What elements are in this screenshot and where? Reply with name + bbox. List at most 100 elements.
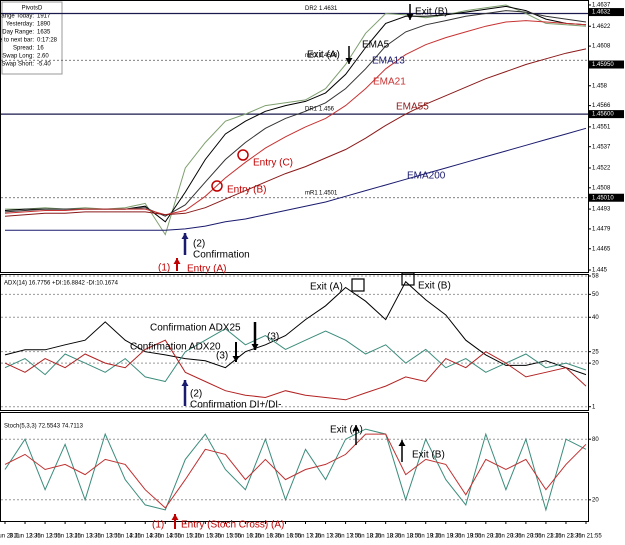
panel-title: ADX(14) 16.7756 +DI:16.8842 -DI:10.1674 [4,281,119,287]
y-tick-label: 1.4522 [592,166,611,172]
series-line [4,328,587,383]
level-tag [589,193,624,202]
y-tick-label: 20 [592,497,599,503]
info-value: 0:17:28 [37,38,58,44]
level-tag [589,8,624,17]
y-tick-label: 1.4637 [592,3,611,9]
y-tick-label: 1 [592,404,596,410]
info-label: Spread: [13,46,34,52]
exit-box [351,278,365,292]
annotation: Entry (B) [227,185,266,196]
x-tick-label: 3 Jun 18:55 [390,534,422,540]
annotation: EMA13 [372,56,405,67]
annotation: Entry (A) [187,264,226,275]
info-value: -5.40 [37,62,51,68]
x-tick-label: 3 Jun 20:55 [510,534,542,540]
y-tick-label: 1.4537 [592,144,611,150]
arrow-head [171,514,179,520]
y-tick-label: 58 [592,274,599,280]
x-tick-label: 3 Jun 15:35 [190,534,222,540]
entry-marker [211,180,223,192]
info-value: 1890 [37,22,51,28]
level-tag [589,60,624,69]
x-tick-label: 3 Jun 15:55 [210,534,242,540]
annotation: Exit (B) [415,7,448,18]
panel-title: Stoch(5,3,3) 72.5543 74.7113 [4,424,84,430]
x-tick-label: 3 Jun 13:15 [49,534,81,540]
x-tick-label: 3 Jun 14:55 [150,534,182,540]
level-tag [589,110,624,119]
main-panel-frame [0,0,589,273]
annotation: EMA200 [407,171,446,182]
arrow-head [181,233,189,239]
annotation: Entry (Stoch Cross) (A) [181,520,284,531]
pivot-name: mR1 [305,190,318,196]
x-tick-label: 3 Jun 21:35 [550,534,582,540]
annotation: (2) [190,389,202,400]
level-tag-label: 1.45600 [592,112,614,118]
level-tag-label: 1.45010 [592,195,614,201]
arrow-head [352,425,360,431]
pivot-name: mR2 [305,53,318,59]
y-tick-label: 1.458 [592,83,608,89]
annotation: (3) [267,332,279,343]
info-label: Time to next bar: [0,38,34,44]
y-tick-label: 25 [592,349,599,355]
pivot-name: DR1 [305,107,318,113]
info-label: Range Today: [0,14,34,20]
y-tick-label: 1.4508 [592,185,611,191]
info-value: 1917 [37,14,51,20]
annotation: (1) [152,520,164,531]
x-tick-label: 3 Jun 19:15 [410,534,442,540]
x-tick-label: 3 Jun 17:15 [290,534,322,540]
x-tick-label: 3 Jun 20:35 [490,534,522,540]
annotation: (2) [193,239,205,250]
series-line [4,433,587,509]
annotation: (3) [216,351,228,362]
series-line [5,127,587,231]
arrow-head [406,14,414,20]
x-tick-label: 3 Jun 12:35 [9,534,41,540]
info-value: 2.60 [37,54,49,60]
annotation: Confirmation [193,250,250,261]
arrow-head [345,58,353,64]
entry-marker [237,149,249,161]
x-tick-label: 3 Jun 16:15 [230,534,262,540]
pivot-value: 1.456 [319,107,335,113]
arrow-head [232,356,240,362]
annotation: Exit (A) [310,282,343,293]
series-line [4,339,587,401]
x-tick-label: 3 Jun 19:55 [450,534,482,540]
series-line [4,280,587,376]
x-tick-label: 3 Jun 21:55 [570,534,602,540]
y-tick-label: 1.4566 [592,103,611,109]
x-tick-label: 3 Jun 17:35 [310,534,342,540]
series-line [4,20,587,216]
info-title: PivotsD [22,6,43,12]
annotation: Exit (A) [307,50,340,61]
x-tick-label: 3 Jun 14:15 [110,534,142,540]
annotation: (1) [158,263,170,274]
y-tick-label: 20 [592,361,599,367]
info-value: 1635 [37,30,51,36]
exit-box [401,272,415,286]
x-tick-label: 3 Jun 20:15 [470,534,502,540]
info-value: 16 [37,46,44,52]
series-line [4,48,587,217]
y-tick-label: 1.445 [592,268,608,274]
arrow-head [398,440,406,446]
info-label: 30 Day Range: [0,30,34,36]
y-tick-label: 1.4465 [592,246,611,252]
x-tick-label: 3 Jun 19:35 [430,534,462,540]
x-tick-label: 3 Jun 18:15 [350,534,382,540]
stoch-panel-frame [0,412,589,522]
y-tick-label: 40 [592,315,599,321]
pivot-value: 1.4631 [319,6,338,12]
annotation: Entry (C) [253,158,293,169]
pivot-name: DR2 [305,6,318,12]
y-tick-label: 1.4608 [592,44,611,50]
arrow-head [173,258,181,264]
level-tag-label: 1.45950 [592,62,614,68]
annotation: Exit (B) [418,281,451,292]
x-tick-label: 3 Jun 18:35 [370,534,402,540]
